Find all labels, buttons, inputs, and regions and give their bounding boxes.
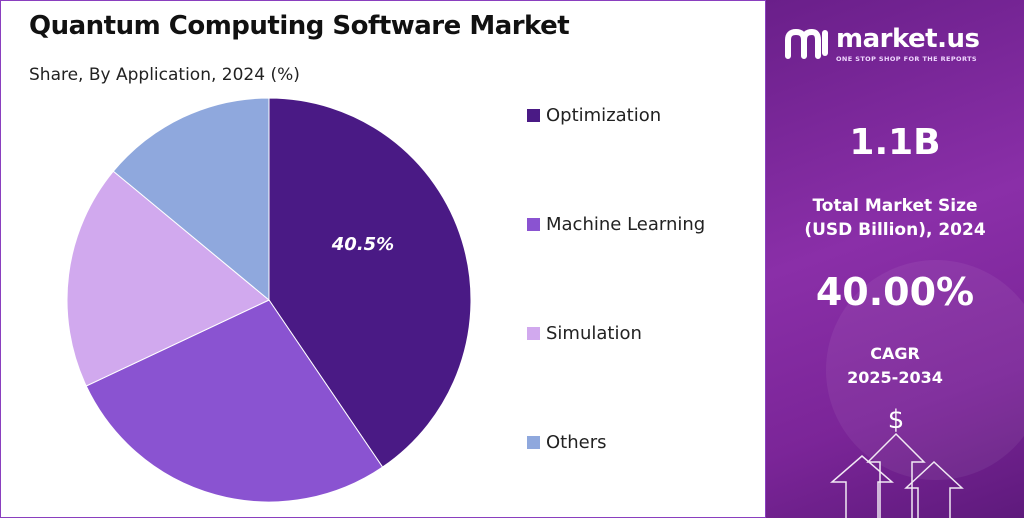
legend-label: Optimization	[546, 105, 662, 126]
cagr-label-line1: CAGR	[870, 344, 920, 363]
summary-panel: market.us ONE STOP SHOP FOR THE REPORTS …	[766, 0, 1024, 518]
chart-title: Quantum Computing Software Market	[29, 11, 570, 41]
legend-label: Machine Learning	[546, 214, 706, 235]
growth-arrows-icon: $	[829, 405, 964, 518]
cagr-label-line2: 2025-2034	[847, 368, 943, 387]
chart-legend: Optimization Machine Learning Simulation Ot…	[527, 105, 757, 465]
market-us-logo-icon	[785, 28, 828, 59]
cagr-value: 40.00%	[815, 270, 975, 314]
legend-item-machine-learning: Machine Learning	[527, 214, 705, 235]
market-size-value: 1.1B	[849, 122, 941, 163]
market-size-label-line2: (USD Billion), 2024	[804, 220, 986, 240]
pie-slice-others	[112, 97, 270, 302]
pie-data-label: 40.5%	[331, 234, 394, 255]
brand-name: market.us	[836, 24, 980, 54]
legend-label: Simulation	[546, 323, 642, 344]
legend-swatch	[527, 109, 540, 122]
market-size-label-line1: Total Market Size	[812, 196, 978, 216]
legend-swatch	[527, 327, 540, 340]
cagr-label: CAGR 2025-2034	[766, 342, 1024, 390]
legend-swatch	[527, 218, 540, 231]
legend-item-simulation: Simulation	[527, 323, 642, 344]
background-glow	[826, 260, 1024, 480]
chart-panel: Quantum Computing Software Market Share,…	[0, 0, 766, 518]
legend-item-others: Others	[527, 432, 607, 453]
pie-chart: 40.5%	[66, 97, 472, 503]
legend-swatch	[527, 436, 540, 449]
legend-label: Others	[546, 432, 607, 453]
pie-slice-simulation	[66, 170, 270, 387]
brand: market.us ONE STOP SHOP FOR THE REPORTS	[784, 24, 1006, 68]
dollar-icon: $	[888, 405, 905, 435]
market-size-label: Total Market Size (USD Billion), 2024	[766, 194, 1024, 242]
chart-subtitle: Share, By Application, 2024 (%)	[29, 65, 300, 85]
brand-tagline: ONE STOP SHOP FOR THE REPORTS	[836, 55, 977, 63]
pie-slice-optimization	[268, 97, 472, 468]
pie-slice-machine-learning	[85, 299, 384, 503]
legend-item-optimization: Optimization	[527, 105, 661, 126]
